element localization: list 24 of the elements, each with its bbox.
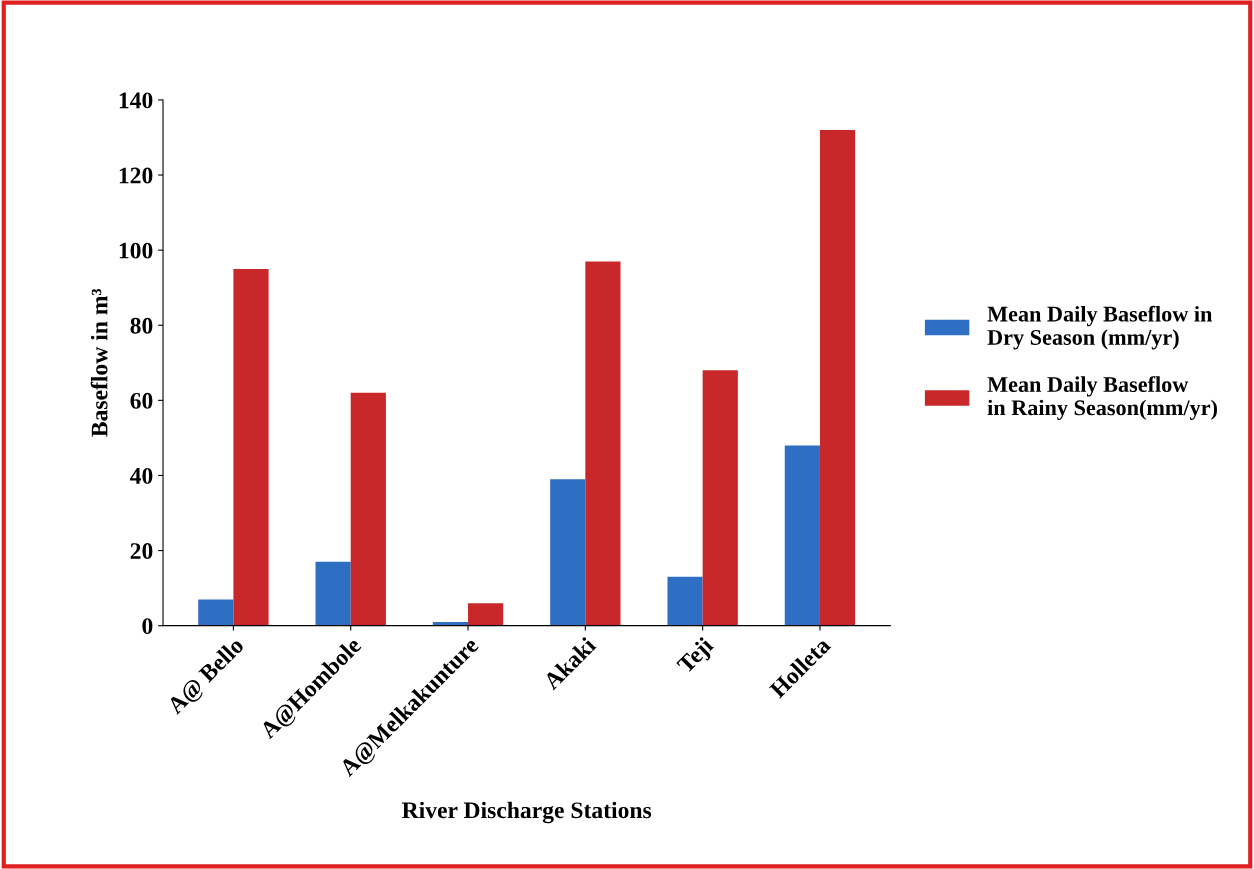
bar [819, 129, 856, 626]
bar [350, 392, 386, 626]
y-tick-label: 0 [142, 618, 153, 635]
bar [667, 576, 703, 626]
bar [784, 445, 820, 626]
bar [233, 268, 269, 626]
x-tick-label: Teji [675, 635, 718, 678]
bar [468, 603, 504, 626]
legend-label: Mean Daily Baseflow in Dry Season (mm/yr) [987, 305, 1213, 350]
y-tick-label: 80 [130, 317, 153, 334]
y-tick-label: 60 [130, 392, 153, 409]
x-axis-title: River Discharge Stations [402, 801, 652, 824]
bar [315, 561, 351, 626]
y-tick-label: 100 [119, 242, 153, 259]
y-tick-label: 40 [130, 467, 153, 484]
y-tick-label: 140 [119, 92, 153, 109]
y-tick-label: 120 [119, 167, 153, 184]
y-tick-label: 20 [130, 543, 153, 559]
bar [702, 370, 738, 626]
legend-label: Mean Daily Baseflow in Rainy Season(mm/yr) [987, 376, 1217, 420]
y-axis-title: Baseflow in m³ [90, 288, 108, 437]
bar [198, 599, 234, 626]
bar [550, 479, 586, 626]
bar [585, 261, 621, 626]
